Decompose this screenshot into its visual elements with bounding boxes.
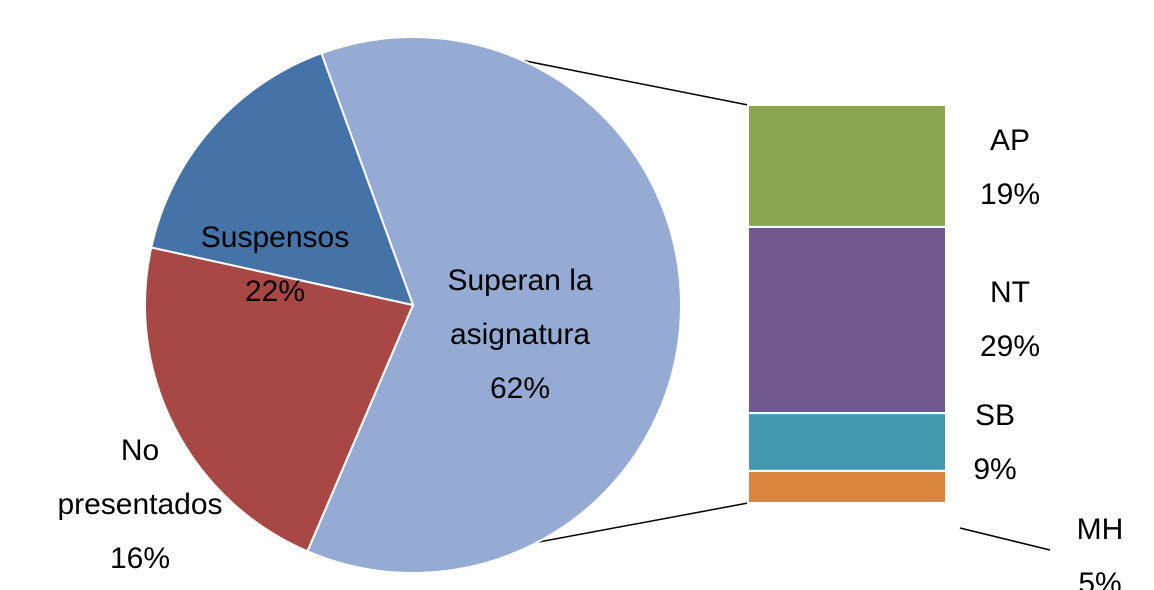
data-label: Suspensos 22% [175,211,375,319]
data-label: AP 19% [960,114,1060,222]
pie-slice [150,51,415,307]
pie-slice [144,246,415,553]
data-label: MH 5% [1050,503,1150,590]
bar-segment [747,412,947,472]
label-text: Suspensos [200,221,350,254]
bar-segment [747,104,947,228]
label-text: 19% [979,178,1041,211]
label-text: SB [974,399,1016,432]
label-text: 9% [973,453,1017,486]
label-text: MH [1076,513,1124,546]
label-text: No presentados [57,434,223,521]
data-label: SB 9% [945,389,1045,497]
label-text: 22% [244,275,306,308]
label-text: 62% [489,372,551,405]
label-text: Superan la asignatura [447,264,593,351]
label-text: 5% [1078,567,1122,590]
label-text: 16% [109,542,171,575]
connector-line [494,54,749,106]
label-text: 29% [979,330,1041,363]
label-text: NT [990,276,1030,309]
bar-segment [747,225,947,415]
pie-slice [306,36,682,574]
data-label: Superan la asignatura 62% [420,254,620,416]
label-text: AP [989,124,1031,157]
data-label: No presentados 16% [50,424,230,586]
data-label: NT 29% [960,266,1060,374]
bar-segment [747,469,947,505]
leader-line [959,527,1051,551]
